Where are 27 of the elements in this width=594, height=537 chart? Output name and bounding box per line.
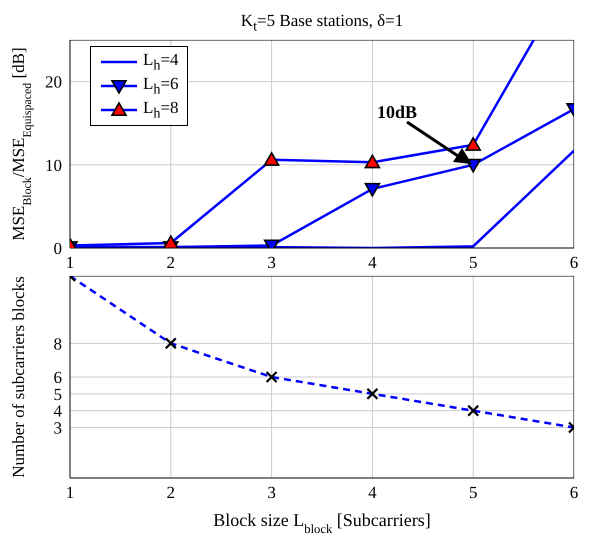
- y-tick-label: 3: [54, 418, 62, 438]
- x-tick-label: 2: [166, 253, 176, 272]
- x-tick-label: 4: [368, 253, 378, 272]
- x-tick-label: 6: [570, 253, 578, 272]
- legend-label: L$_{h}$=6: [143, 74, 179, 98]
- chart-title: K$_{t}$=5 Base stations, δ=1: [240, 10, 404, 36]
- y-tick-label: 8: [54, 334, 62, 354]
- x-tick-label: 1: [66, 253, 74, 272]
- y-tick-label: 20: [45, 72, 62, 92]
- x-tick-label: 1: [66, 483, 74, 502]
- y-tick-label: 4: [54, 402, 62, 421]
- x-tick-label: 3: [267, 483, 276, 502]
- legend-label: L$_{h}$=4: [143, 50, 179, 74]
- x-tick-label: 5: [468, 253, 478, 272]
- annotation: 10dB: [376, 102, 418, 122]
- x-tick-label: 5: [468, 483, 478, 502]
- x-tick-label: 2: [166, 483, 176, 502]
- x-tick-label: 4: [368, 483, 378, 502]
- y-axis-title: Number of subcarriers blocks: [9, 276, 28, 478]
- y-tick-label: 0: [54, 239, 62, 258]
- legend-label: L$_{h}$=8: [143, 98, 179, 122]
- y-tick-label: 5: [54, 384, 62, 404]
- y-tick-label: 6: [54, 368, 62, 388]
- x-axis-title: Block size L$_{block}$ [Subcarriers]: [213, 510, 431, 536]
- x-tick-label: 6: [570, 483, 578, 502]
- y-tick-label: 10: [45, 156, 62, 175]
- x-tick-label: 3: [267, 253, 276, 272]
